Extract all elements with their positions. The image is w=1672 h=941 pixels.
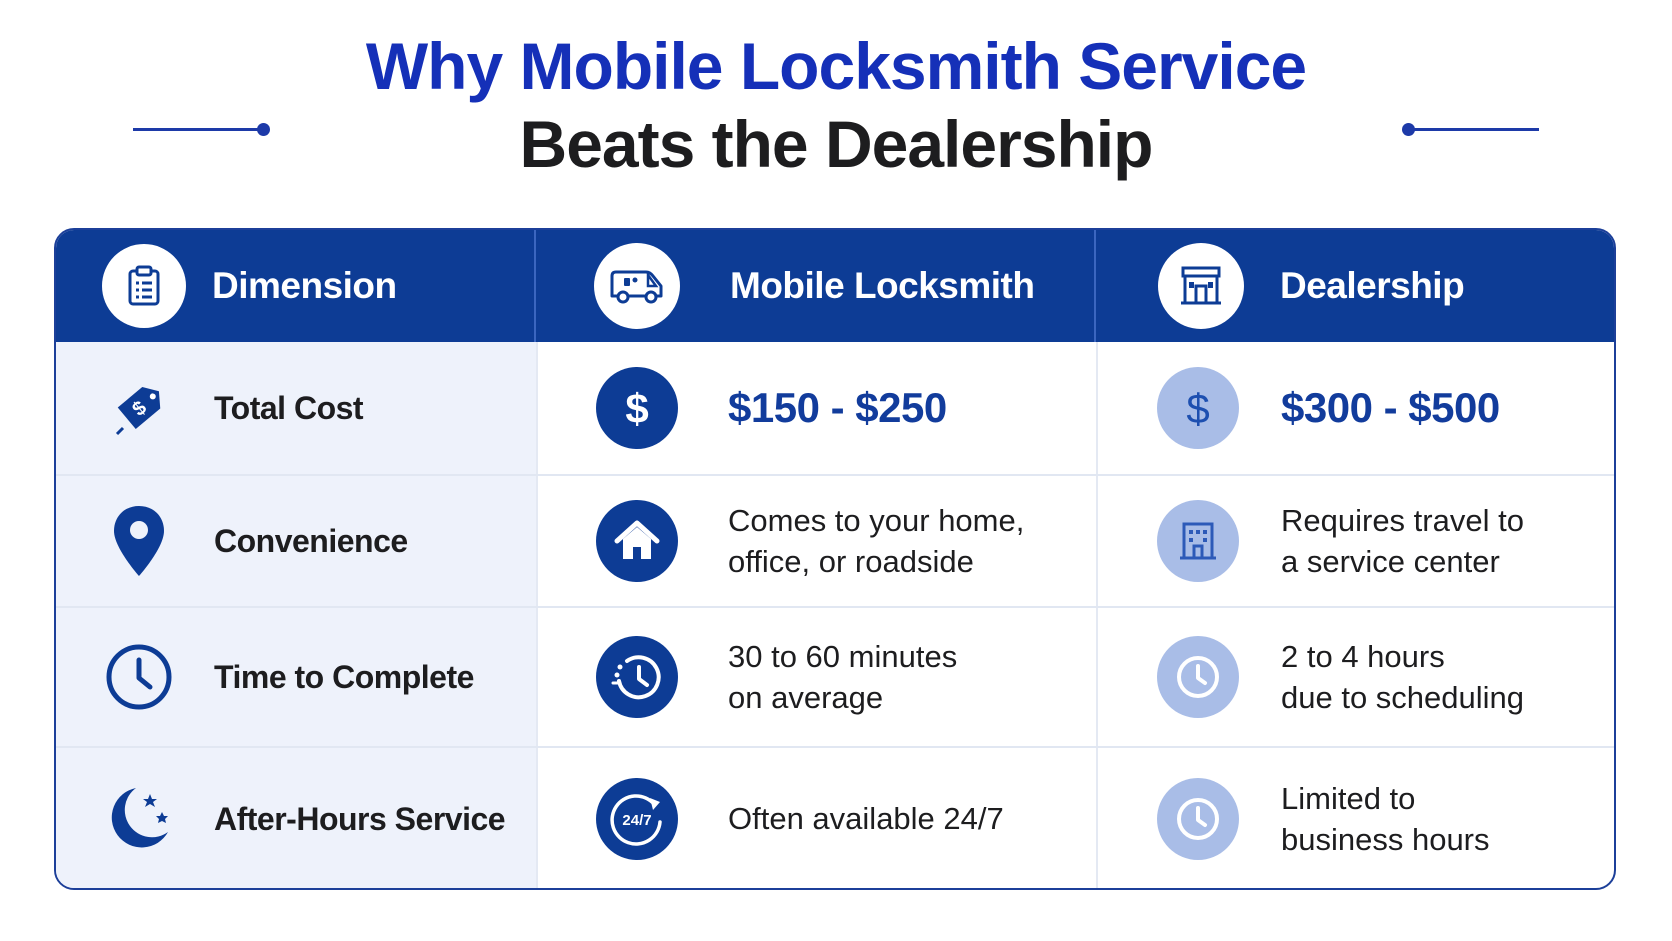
dealership-price: $300 - $500 bbox=[1281, 384, 1500, 431]
mobile-cell: 24/7 Often available 24/7 bbox=[536, 748, 1096, 888]
dealership-cell: Limited to business hours bbox=[1096, 748, 1614, 888]
mobile-text: Often available 24/7 bbox=[728, 801, 1004, 837]
clipboard-icon bbox=[102, 244, 186, 328]
home-icon bbox=[596, 500, 678, 582]
dealership-text: Limited to business hours bbox=[1281, 778, 1490, 860]
storefront-icon bbox=[1158, 243, 1244, 329]
header-dealership-label: Dealership bbox=[1280, 265, 1465, 306]
comparison-table: Dimension Mobile Locksmith Dealership $ … bbox=[54, 228, 1616, 890]
van-icon bbox=[594, 243, 680, 329]
dimension-label: Time to Complete bbox=[214, 658, 474, 695]
dealership-cell: $ $300 - $500 bbox=[1096, 342, 1614, 474]
title-decoration-right bbox=[1402, 123, 1539, 136]
svg-text:$: $ bbox=[1186, 385, 1209, 432]
dimension-cell: After-Hours Service bbox=[56, 748, 536, 888]
mobile-text: 30 to 60 minutes on average bbox=[728, 636, 957, 718]
dollar-icon: $ bbox=[1157, 367, 1239, 449]
clock-icon bbox=[1157, 778, 1239, 860]
dollar-icon: $ bbox=[596, 367, 678, 449]
dimension-cell: Convenience bbox=[56, 476, 536, 606]
mobile-cell: 30 to 60 minutes on average bbox=[536, 608, 1096, 746]
dimension-cell: $ Total Cost bbox=[56, 342, 536, 474]
mobile-text-line-2: office, or roadside bbox=[728, 544, 974, 579]
price-tag-icon: $ bbox=[100, 369, 178, 447]
dimension-label: After-Hours Service bbox=[214, 800, 506, 837]
mobile-text: Comes to your home, office, or roadside bbox=[728, 500, 1024, 582]
svg-text:$: $ bbox=[625, 385, 648, 432]
title-line-1: Why Mobile Locksmith Service bbox=[365, 29, 1307, 103]
dealership-text-line-2: due to scheduling bbox=[1281, 680, 1525, 715]
title-line-2: Beats the Dealership bbox=[519, 106, 1154, 181]
dealership-cell: 2 to 4 hours due to scheduling bbox=[1096, 608, 1614, 746]
table-row: $ Total Cost $ $150 - $250 $ $300 - $500 bbox=[56, 342, 1614, 474]
title-decoration-left bbox=[133, 123, 270, 136]
building-icon bbox=[1157, 500, 1239, 582]
clock-icon bbox=[1157, 636, 1239, 718]
24-7-icon: 24/7 bbox=[596, 778, 678, 860]
mobile-text-line-2: on average bbox=[728, 680, 884, 715]
page-title: Why Mobile Locksmith Service Beats the D… bbox=[0, 28, 1672, 184]
table-row: Time to Complete 30 to 60 minutes on ave… bbox=[56, 608, 1614, 746]
table-row: Convenience Comes to your home, office, … bbox=[56, 476, 1614, 606]
header-dealership: Dealership bbox=[1096, 230, 1614, 342]
mobile-text-line-1: Comes to your home, bbox=[728, 502, 1025, 538]
dealership-text-line-1: 2 to 4 hours bbox=[1281, 638, 1445, 674]
dealership-text-line-1: Limited to bbox=[1281, 780, 1416, 816]
header-mobile-locksmith: Mobile Locksmith bbox=[536, 230, 1094, 342]
mobile-text-line-1: 30 to 60 minutes bbox=[728, 638, 958, 674]
dimension-cell: Time to Complete bbox=[56, 608, 536, 746]
dealership-text: Requires travel to a service center bbox=[1281, 500, 1524, 582]
dealership-text: 2 to 4 hours due to scheduling bbox=[1281, 636, 1524, 718]
dealership-text-line-1: Requires travel to bbox=[1281, 502, 1524, 538]
dealership-cell: Requires travel to a service center bbox=[1096, 476, 1614, 606]
fast-clock-icon bbox=[596, 636, 678, 718]
header-dimension-label: Dimension bbox=[212, 265, 397, 306]
dealership-text-line-2: business hours bbox=[1281, 822, 1490, 857]
clock-icon bbox=[100, 638, 178, 716]
dealership-text-line-2: a service center bbox=[1281, 544, 1500, 579]
map-pin-icon bbox=[100, 502, 178, 580]
table-row: After-Hours Service 24/7 Often available… bbox=[56, 748, 1614, 888]
dimension-label: Total Cost bbox=[214, 389, 364, 426]
mobile-price: $150 - $250 bbox=[728, 384, 947, 431]
24-7-icon-text: 24/7 bbox=[622, 812, 651, 829]
table-header: Dimension Mobile Locksmith Dealership bbox=[56, 230, 1614, 342]
mobile-cell: Comes to your home, office, or roadside bbox=[536, 476, 1096, 606]
mobile-cell: $ $150 - $250 bbox=[536, 342, 1096, 474]
dimension-label: Convenience bbox=[214, 522, 408, 559]
moon-stars-icon bbox=[100, 780, 178, 858]
header-mobile-label: Mobile Locksmith bbox=[730, 265, 1035, 306]
header-dimension: Dimension bbox=[56, 230, 534, 342]
